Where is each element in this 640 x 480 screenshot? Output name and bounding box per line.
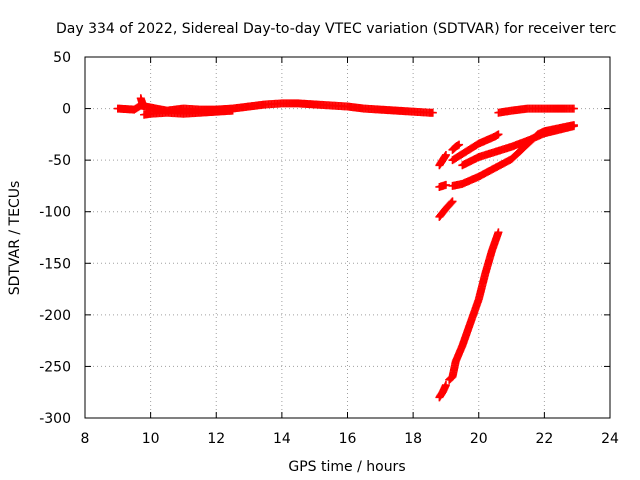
x-tick-label: 8 (81, 431, 90, 447)
x-tick-label: 10 (142, 431, 160, 447)
y-tick-label: -150 (39, 256, 71, 272)
y-tick-label: -250 (39, 359, 71, 375)
y-axis-label: SDTVAR / TECUs (7, 181, 23, 296)
data-point-marker (228, 106, 237, 115)
x-tick-label: 18 (404, 431, 422, 447)
data-point-marker (494, 228, 503, 237)
x-tick-label: 22 (535, 431, 553, 447)
y-tick-label: 50 (53, 50, 71, 66)
y-tick-label: -200 (39, 308, 71, 324)
data-point-marker (448, 197, 457, 206)
x-axis-label: GPS time / hours (288, 459, 405, 475)
data-points (113, 94, 578, 402)
x-tick-label: 24 (601, 431, 619, 447)
x-tick-label: 12 (207, 431, 225, 447)
y-tick-label: 0 (62, 102, 71, 118)
x-tick-label: 16 (339, 431, 357, 447)
data-point-marker (569, 104, 578, 113)
data-point-marker (441, 150, 450, 159)
data-point-marker (494, 130, 503, 139)
grid-lines (85, 57, 610, 418)
y-tick-label: -100 (39, 205, 71, 221)
data-point-marker (140, 102, 149, 111)
y-tick-label: -300 (39, 411, 71, 427)
data-point-marker (441, 180, 450, 189)
data-point-marker (428, 108, 437, 117)
chart-title: Day 334 of 2022, Sidereal Day-to-day VTE… (56, 21, 616, 37)
axis-ticks: 8 10 12 14 16 18 20 22 24 50 0 -50 -100 -150 -200 -250 -… (39, 50, 619, 447)
data-point-marker (447, 198, 456, 207)
x-tick-label: 14 (273, 431, 291, 447)
data-point-marker (455, 140, 464, 149)
data-point-marker (441, 380, 450, 389)
data-point-marker (569, 121, 578, 130)
x-tick-label: 20 (470, 431, 488, 447)
y-tick-label: -50 (48, 153, 71, 169)
